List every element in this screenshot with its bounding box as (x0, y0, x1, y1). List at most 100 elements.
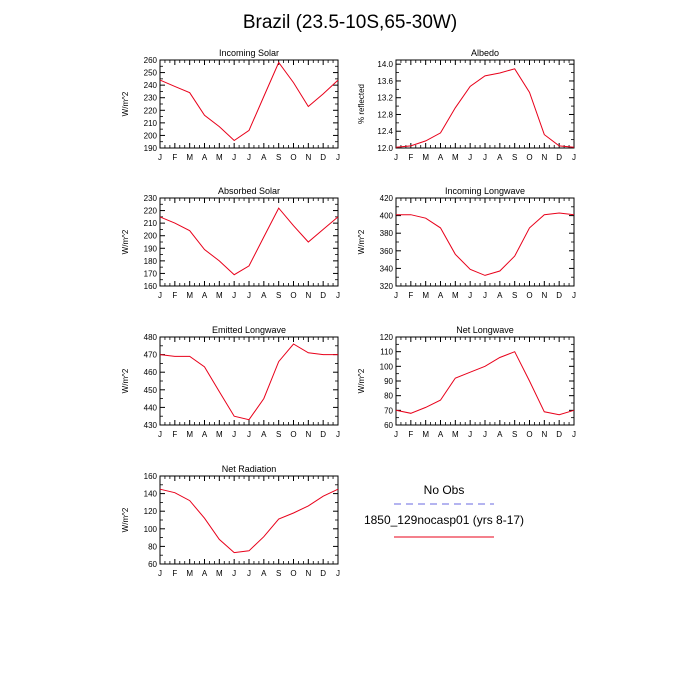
chart-title: Emitted Longwave (212, 325, 286, 335)
x-tick-label: M (452, 153, 459, 162)
y-tick-label: 440 (144, 403, 158, 412)
y-tick-label: 140 (144, 490, 158, 499)
y-tick-label: 170 (144, 269, 158, 278)
x-tick-label: D (320, 569, 326, 578)
y-tick-label: 200 (144, 131, 158, 140)
x-tick-label: O (290, 569, 296, 578)
x-tick-label: M (422, 291, 429, 300)
x-tick-label: J (394, 430, 398, 439)
x-tick-label: J (483, 291, 487, 300)
plot-frame (159, 197, 339, 287)
x-tick-label: J (247, 430, 251, 439)
x-tick-label: A (261, 153, 267, 162)
x-tick-label: M (216, 569, 223, 578)
x-tick-label: S (276, 153, 281, 162)
plot-frame (395, 59, 575, 149)
x-tick-label: N (541, 430, 547, 439)
series-line (395, 351, 575, 416)
x-tick-label: S (276, 569, 281, 578)
chart-title: Incoming Longwave (445, 186, 525, 196)
x-tick-label: D (556, 153, 562, 162)
x-tick-label: M (452, 291, 459, 300)
x-tick-label: D (320, 153, 326, 162)
y-tick-label: 12.8 (377, 110, 393, 119)
x-tick-label: J (336, 153, 340, 162)
x-tick-label: F (172, 153, 177, 162)
y-tick-label: 400 (380, 212, 394, 221)
x-tick-label: J (232, 153, 236, 162)
y-tick-label: 80 (384, 392, 393, 401)
x-tick-label: F (408, 291, 413, 300)
y-tick-label: 430 (144, 421, 158, 430)
x-tick-label: A (261, 430, 267, 439)
series-line (396, 212, 575, 276)
x-tick-label: M (216, 291, 223, 300)
y-tick-label: 230 (144, 194, 158, 203)
y-tick-label: 110 (380, 348, 393, 357)
y-tick-label: 360 (380, 247, 394, 256)
legend-label-obs: No Obs (424, 483, 465, 497)
x-tick-label: D (556, 430, 562, 439)
x-tick-label: J (232, 291, 236, 300)
series-line (159, 488, 339, 554)
x-tick-label: N (305, 430, 311, 439)
y-tick-label: 160 (144, 472, 158, 481)
x-tick-label: A (438, 153, 444, 162)
x-tick-label: M (186, 291, 193, 300)
x-tick-label: J (572, 153, 576, 162)
plot-frame (159, 336, 339, 426)
plot-frame (395, 336, 575, 426)
x-tick-label: M (216, 430, 223, 439)
x-tick-label: M (422, 430, 429, 439)
x-tick-label: M (186, 430, 193, 439)
x-tick-label: A (261, 291, 267, 300)
y-tick-label: 80 (148, 542, 157, 551)
x-tick-label: M (186, 569, 193, 578)
series-line (159, 61, 339, 142)
y-axis-label: W/m^2 (357, 229, 366, 254)
x-tick-label: J (336, 291, 340, 300)
y-axis-label: % reflected (357, 84, 366, 124)
x-tick-label: O (526, 153, 532, 162)
y-tick-label: 14.0 (377, 60, 393, 69)
y-tick-label: 380 (380, 229, 394, 238)
x-tick-label: A (438, 430, 444, 439)
x-tick-label: D (320, 430, 326, 439)
x-tick-label: J (336, 430, 340, 439)
x-tick-label: J (247, 153, 251, 162)
x-tick-label: O (290, 153, 296, 162)
x-tick-label: N (541, 291, 547, 300)
x-tick-label: A (438, 291, 444, 300)
y-tick-label: 190 (144, 144, 158, 153)
series-line (159, 207, 339, 276)
x-tick-label: S (276, 430, 281, 439)
y-tick-label: 180 (144, 257, 158, 266)
y-tick-label: 460 (144, 368, 158, 377)
y-tick-label: 210 (144, 119, 158, 128)
x-tick-label: A (202, 291, 208, 300)
x-tick-label: F (172, 291, 177, 300)
x-tick-label: F (408, 153, 413, 162)
y-tick-label: 210 (144, 219, 158, 228)
x-tick-label: J (468, 291, 472, 300)
legend: No Obs 1850_129nocasp01 (yrs 8-17) (364, 483, 524, 538)
y-tick-label: 200 (144, 232, 158, 241)
x-tick-label: O (290, 291, 296, 300)
x-tick-label: J (394, 153, 398, 162)
x-tick-label: J (158, 569, 162, 578)
x-tick-label: J (394, 291, 398, 300)
x-tick-label: O (526, 291, 532, 300)
y-tick-label: 320 (380, 282, 394, 291)
y-tick-label: 480 (144, 333, 158, 342)
page-title: Brazil (23.5-10S,65-30W) (242, 12, 458, 33)
x-tick-label: S (512, 291, 517, 300)
x-tick-label: A (497, 430, 503, 439)
x-tick-label: O (290, 430, 296, 439)
y-axis-label: W/m^2 (121, 91, 130, 116)
legend-label-model: 1850_129nocasp01 (yrs 8-17) (364, 513, 524, 527)
y-tick-label: 160 (144, 282, 158, 291)
